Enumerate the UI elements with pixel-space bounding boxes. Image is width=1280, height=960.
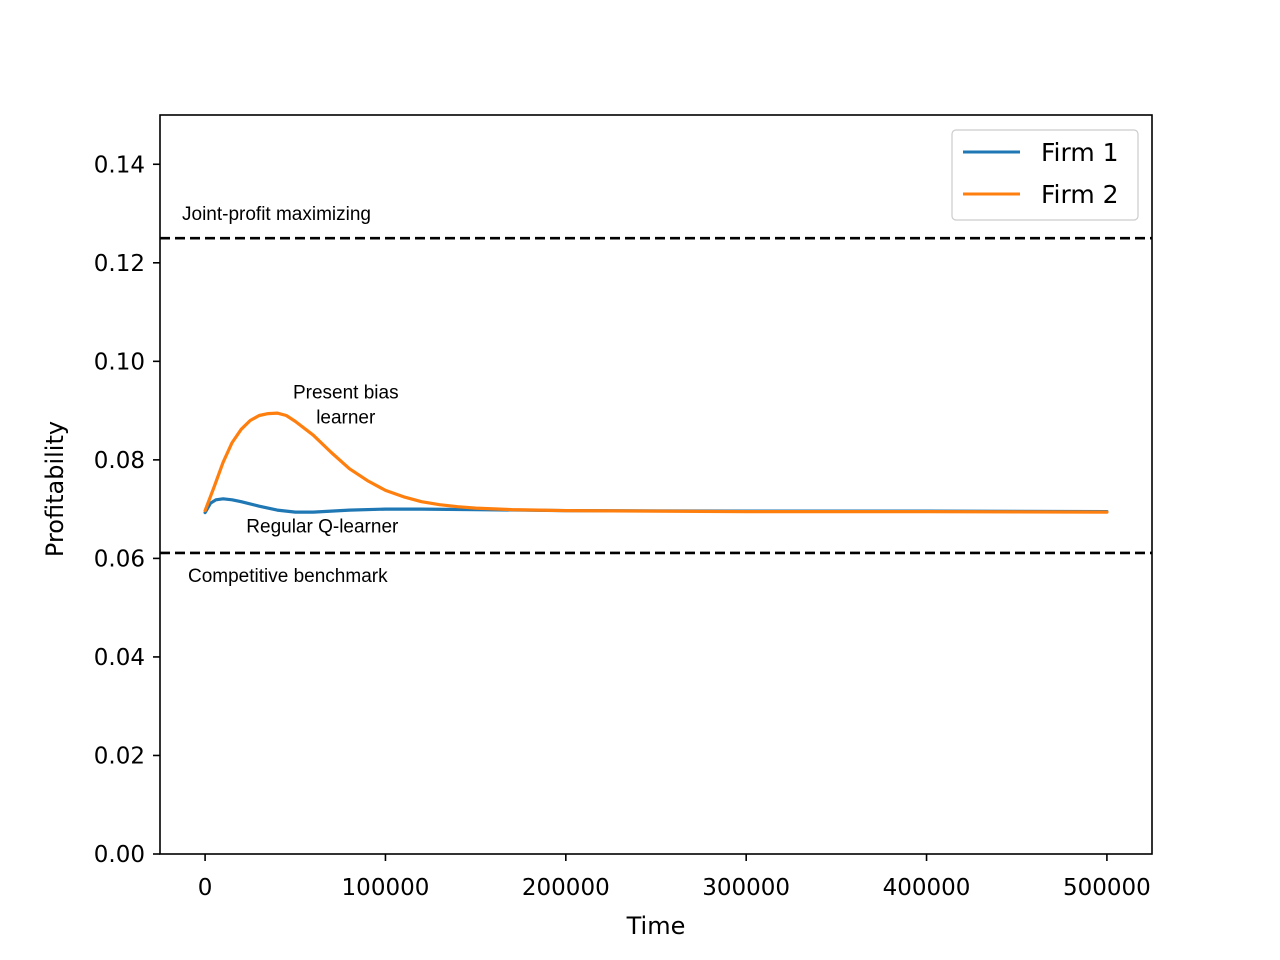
legend: Firm 1 Firm 2 xyxy=(951,129,1139,221)
reference-label-joint-profit: Joint-profit maximizing xyxy=(182,204,371,225)
y-tick-label: 0.04 xyxy=(94,645,145,671)
y-tick-label: 0.10 xyxy=(94,349,145,375)
y-tick-label: 0.02 xyxy=(94,743,145,769)
annotation-regular-q-learner: Regular Q-learner xyxy=(246,516,399,537)
legend-label-firm-1: Firm 1 xyxy=(1041,138,1119,167)
legend-label-firm-2: Firm 2 xyxy=(1041,180,1119,209)
y-tick-label: 0.14 xyxy=(94,152,145,178)
x-tick-label: 200000 xyxy=(522,875,610,901)
x-tick-label: 300000 xyxy=(702,875,790,901)
y-axis-label: Profitability xyxy=(41,421,69,557)
axes: 0 100000 200000 300000 400000 500000 0.00 0.02 0… xyxy=(94,114,1153,901)
y-tick-label: 0.08 xyxy=(94,448,145,474)
x-tick-label: 500000 xyxy=(1063,875,1151,901)
series-line-firm-2 xyxy=(203,411,1109,514)
annotation-present-bias: Present bias learner xyxy=(293,382,399,428)
x-axis-label: Time xyxy=(626,912,686,940)
reference-label-competitive: Competitive benchmark xyxy=(188,566,388,587)
x-tick-label: 0 xyxy=(198,875,213,901)
y-tick-label: 0.00 xyxy=(94,842,145,868)
axes-frame xyxy=(159,114,1153,855)
plot-area: Joint-profit maximizing Competitive bench… xyxy=(160,204,1152,587)
y-tick-label: 0.12 xyxy=(94,251,145,277)
x-tick-label: 100000 xyxy=(342,875,430,901)
y-tick-label: 0.06 xyxy=(94,546,145,572)
x-tick-label: 400000 xyxy=(883,875,971,901)
